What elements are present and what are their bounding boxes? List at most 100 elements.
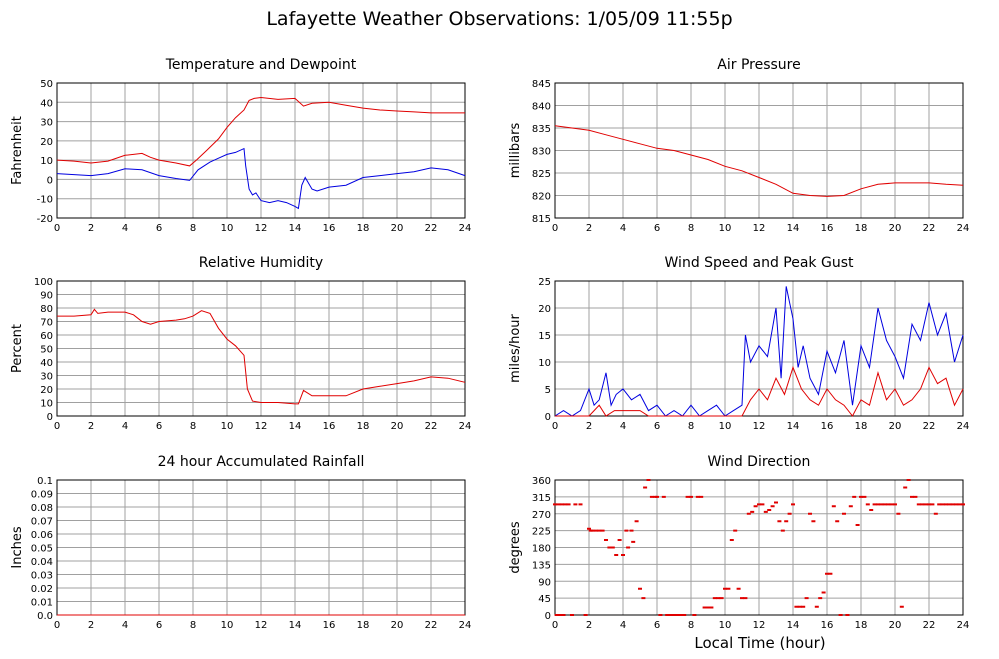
data-point xyxy=(903,486,908,489)
x-tick-label: 2 xyxy=(88,223,94,234)
x-tick-label: 6 xyxy=(654,620,660,631)
y-tick-label: 20 xyxy=(40,137,53,148)
y-tick-label: 0.05 xyxy=(31,544,53,555)
y-tick-label: 20 xyxy=(40,385,53,396)
data-point xyxy=(923,503,928,506)
x-tick-label: 6 xyxy=(654,421,660,432)
x-tick-label: 16 xyxy=(821,223,834,234)
plot-frame xyxy=(554,280,964,417)
y-tick-label: 0.07 xyxy=(31,517,53,528)
x-tick-label: 16 xyxy=(323,421,336,432)
x-tick-label: 8 xyxy=(688,421,694,432)
y-tick-label: 840 xyxy=(532,102,551,113)
data-point xyxy=(937,503,942,506)
y-tick-label: 825 xyxy=(532,169,551,180)
data-point xyxy=(774,501,778,504)
data-point xyxy=(604,539,608,541)
series-line xyxy=(555,365,964,417)
data-point xyxy=(961,503,965,506)
x-tick-label: 18 xyxy=(357,620,370,631)
x-tick-label: 14 xyxy=(787,620,800,631)
y-tick-label: -10 xyxy=(37,195,53,206)
data-point xyxy=(845,614,850,616)
y-tick-label: 315 xyxy=(532,493,551,504)
data-point xyxy=(699,495,704,498)
y-tick-label: 225 xyxy=(532,527,551,538)
y-tick-label: 30 xyxy=(40,118,53,129)
data-point xyxy=(794,605,799,608)
x-tick-label: 12 xyxy=(753,223,766,234)
plot-frame xyxy=(56,280,466,417)
data-point xyxy=(818,597,823,600)
x-tick-label: 4 xyxy=(620,223,626,234)
x-tick-label: 4 xyxy=(122,620,128,631)
data-point xyxy=(872,503,877,506)
x-tick-label: 0 xyxy=(54,620,60,631)
page-title: Lafayette Weather Observations: 1/05/09 … xyxy=(266,8,733,30)
x-tick-label: 12 xyxy=(255,421,268,432)
data-point xyxy=(886,503,891,506)
data-point xyxy=(685,495,690,498)
data-point xyxy=(770,505,775,508)
x-tick-label: 22 xyxy=(923,223,936,234)
y-tick-label: 0.09 xyxy=(31,490,53,501)
data-point xyxy=(896,512,901,515)
data-point xyxy=(940,503,945,506)
x-tick-label: 18 xyxy=(855,421,868,432)
x-tick-label: 8 xyxy=(190,421,196,432)
x-tick-label: 10 xyxy=(221,620,234,631)
x-tick-label: 18 xyxy=(855,223,868,234)
data-point xyxy=(828,572,833,575)
data-point xyxy=(780,529,785,532)
data-point xyxy=(763,510,768,513)
y-axis-label: Inches xyxy=(10,526,25,568)
y-tick-label: 45 xyxy=(538,594,551,605)
data-point xyxy=(692,614,697,616)
plot-frame xyxy=(554,82,964,219)
y-tick-label: 360 xyxy=(532,476,551,487)
data-point xyxy=(665,614,670,616)
x-tick-label: 2 xyxy=(88,620,94,631)
x-tick-label: 22 xyxy=(425,223,438,234)
x-tick-label: 0 xyxy=(552,223,558,234)
x-tick-label: 22 xyxy=(923,620,936,631)
y-tick-label: 80 xyxy=(40,304,53,315)
data-point xyxy=(848,505,853,508)
x-tick-label: 14 xyxy=(289,620,302,631)
y-tick-label: 40 xyxy=(40,358,53,369)
data-point xyxy=(593,529,598,532)
data-point xyxy=(726,587,731,590)
y-axis-label: millibars xyxy=(508,123,523,179)
data-point xyxy=(760,503,765,506)
data-point xyxy=(570,614,574,616)
data-point xyxy=(825,572,829,575)
y-tick-label: 90 xyxy=(538,577,551,588)
y-tick-label: 0 xyxy=(47,412,53,423)
x-tick-label: 14 xyxy=(787,223,800,234)
y-tick-label: 25 xyxy=(538,277,551,288)
data-point xyxy=(614,554,619,556)
data-point xyxy=(624,529,629,532)
chart-title: Relative Humidity xyxy=(199,255,323,271)
x-tick-label: 20 xyxy=(889,223,902,234)
x-tick-label: 18 xyxy=(357,421,370,432)
x-tick-label: 4 xyxy=(620,620,626,631)
plot-frame xyxy=(56,82,466,219)
x-tick-label: 8 xyxy=(190,223,196,234)
data-point xyxy=(811,520,816,523)
data-point xyxy=(927,503,931,506)
data-point xyxy=(804,597,809,600)
y-tick-label: 0.03 xyxy=(31,571,53,582)
x-tick-label: 4 xyxy=(122,223,128,234)
data-point xyxy=(913,495,918,498)
data-point xyxy=(578,503,583,506)
x-tick-label: 4 xyxy=(620,421,626,432)
data-point xyxy=(801,605,806,608)
x-tick-label: 16 xyxy=(323,223,336,234)
chart-title: Wind Direction xyxy=(708,454,811,470)
y-tick-label: 15 xyxy=(538,331,551,342)
series-line xyxy=(554,125,964,197)
data-point xyxy=(617,539,622,541)
